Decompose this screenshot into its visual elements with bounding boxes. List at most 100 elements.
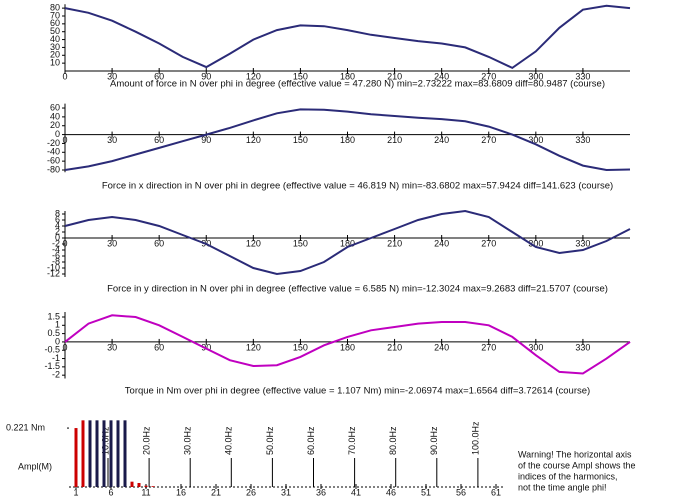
hz-label: 40.0Hz — [224, 426, 234, 455]
y-tick-label: 10 — [50, 58, 60, 68]
x-tick-label: 180 — [340, 135, 355, 145]
x-tick-label: 60 — [154, 71, 164, 81]
caption: Force in y direction in N over phi in de… — [107, 284, 608, 295]
x-tick-label: 180 — [340, 342, 355, 352]
hz-label: 30.0Hz — [183, 426, 193, 455]
x-tick-label: 270 — [481, 135, 496, 145]
curve — [64, 4, 631, 70]
bar — [109, 420, 113, 487]
x-tick-label: 36 — [316, 487, 326, 497]
x-tick-label: 240 — [434, 71, 449, 81]
x-tick-label: 46 — [386, 487, 396, 497]
y-tick-label: 8 — [55, 208, 60, 218]
y-tick-label: 40 — [50, 34, 60, 44]
x-tick-label: 180 — [340, 238, 355, 248]
x-tick-label: 270 — [481, 238, 496, 248]
caption: Torque in Nm over phi in degree (effecti… — [125, 386, 590, 397]
y-tick-label: -4 — [52, 244, 60, 254]
y-tick-label: -40 — [47, 147, 60, 157]
x-tick-label: 240 — [434, 135, 449, 145]
curve — [64, 108, 631, 172]
hz-label: 80.0Hz — [388, 426, 398, 455]
bar — [81, 420, 85, 487]
x-tick-label: 150 — [293, 135, 308, 145]
x-tick-label: 30 — [107, 342, 117, 352]
y-tick-label: 1.5 — [47, 311, 60, 321]
x-tick-label: 330 — [575, 342, 590, 352]
x-tick-label: 210 — [387, 238, 402, 248]
bar — [88, 420, 92, 487]
y-tick-label: 40 — [50, 111, 60, 121]
x-tick-label: 6 — [108, 487, 113, 497]
x-tick-label: 30 — [107, 238, 117, 248]
x-tick-label: 90 — [201, 342, 211, 352]
x-tick-label: 0 — [62, 342, 67, 352]
y-label: Ampl(M) — [18, 461, 52, 471]
x-tick-label: 1 — [73, 487, 78, 497]
y-tick-label: -2 — [52, 238, 60, 248]
bar — [144, 485, 148, 487]
y-tick-label: 0 — [55, 336, 60, 346]
x-tick-label: 0 — [62, 238, 67, 248]
y-tick-label: -8 — [52, 256, 60, 266]
x-tick-label: 90 — [201, 135, 211, 145]
x-tick-label: 150 — [293, 238, 308, 248]
x-tick-label: 180 — [340, 71, 355, 81]
hz-label: 60.0Hz — [306, 426, 316, 455]
x-tick-label: 120 — [246, 135, 261, 145]
y-tick-label: 4 — [55, 220, 60, 230]
x-tick-label: 60 — [154, 238, 164, 248]
bar — [74, 428, 78, 487]
y-tick-label: 0.221 Nm — [6, 422, 45, 432]
y-tick-label: 70 — [50, 10, 60, 20]
y-tick-label: -2 — [52, 370, 60, 380]
x-tick-label: 330 — [575, 135, 590, 145]
x-tick-label: 120 — [246, 342, 261, 352]
x-tick-label: 120 — [246, 238, 261, 248]
x-tick-label: 210 — [387, 71, 402, 81]
bar — [137, 483, 141, 487]
hz-label: 20.0Hz — [141, 426, 151, 455]
x-tick-label: 90 — [201, 71, 211, 81]
y-tick-label: -80 — [47, 164, 60, 174]
y-tick-label: 6 — [55, 214, 60, 224]
x-tick-label: 61 — [491, 487, 501, 497]
x-tick-label: 60 — [154, 342, 164, 352]
curve — [64, 314, 631, 375]
y-tick-label: 50 — [50, 26, 60, 36]
y-tick-label: 20 — [50, 120, 60, 130]
x-tick-label: 270 — [481, 342, 496, 352]
x-tick-label: 270 — [481, 71, 496, 81]
x-tick-label: 300 — [528, 71, 543, 81]
x-tick-label: 240 — [434, 238, 449, 248]
caption: Amount of force in N over phi in degree … — [110, 79, 605, 90]
hz-label: 100.0Hz — [470, 421, 480, 455]
x-tick-label: 150 — [293, 71, 308, 81]
y-tick-label: 2 — [55, 226, 60, 236]
x-tick-label: 0 — [62, 71, 67, 81]
x-tick-label: 330 — [575, 71, 590, 81]
x-tick-label: 16 — [176, 487, 186, 497]
bar — [116, 420, 120, 487]
y-tick-label: 20 — [50, 50, 60, 60]
bar — [130, 481, 134, 487]
caption: Force in x direction in N over phi in de… — [102, 181, 613, 192]
x-tick-label: 51 — [421, 487, 431, 497]
x-tick-label: 120 — [246, 71, 261, 81]
bar — [123, 420, 127, 487]
x-tick-label: 31 — [281, 487, 291, 497]
warning-text: Warning! The horizontal axis — [518, 449, 632, 459]
y-tick-label: 30 — [50, 42, 60, 52]
x-tick-label: 11 — [141, 487, 150, 497]
y-tick-label: 80 — [50, 3, 60, 13]
y-tick-label: 0.5 — [47, 328, 60, 338]
y-tick-label: 60 — [50, 102, 60, 112]
y-tick-label: -60 — [47, 156, 60, 166]
bar — [151, 486, 155, 487]
warning-text: indices of the harmonics, — [518, 471, 618, 481]
bar — [95, 420, 99, 487]
x-tick-label: 26 — [246, 487, 256, 497]
hz-label: 50.0Hz — [265, 426, 275, 455]
curve — [64, 209, 631, 276]
